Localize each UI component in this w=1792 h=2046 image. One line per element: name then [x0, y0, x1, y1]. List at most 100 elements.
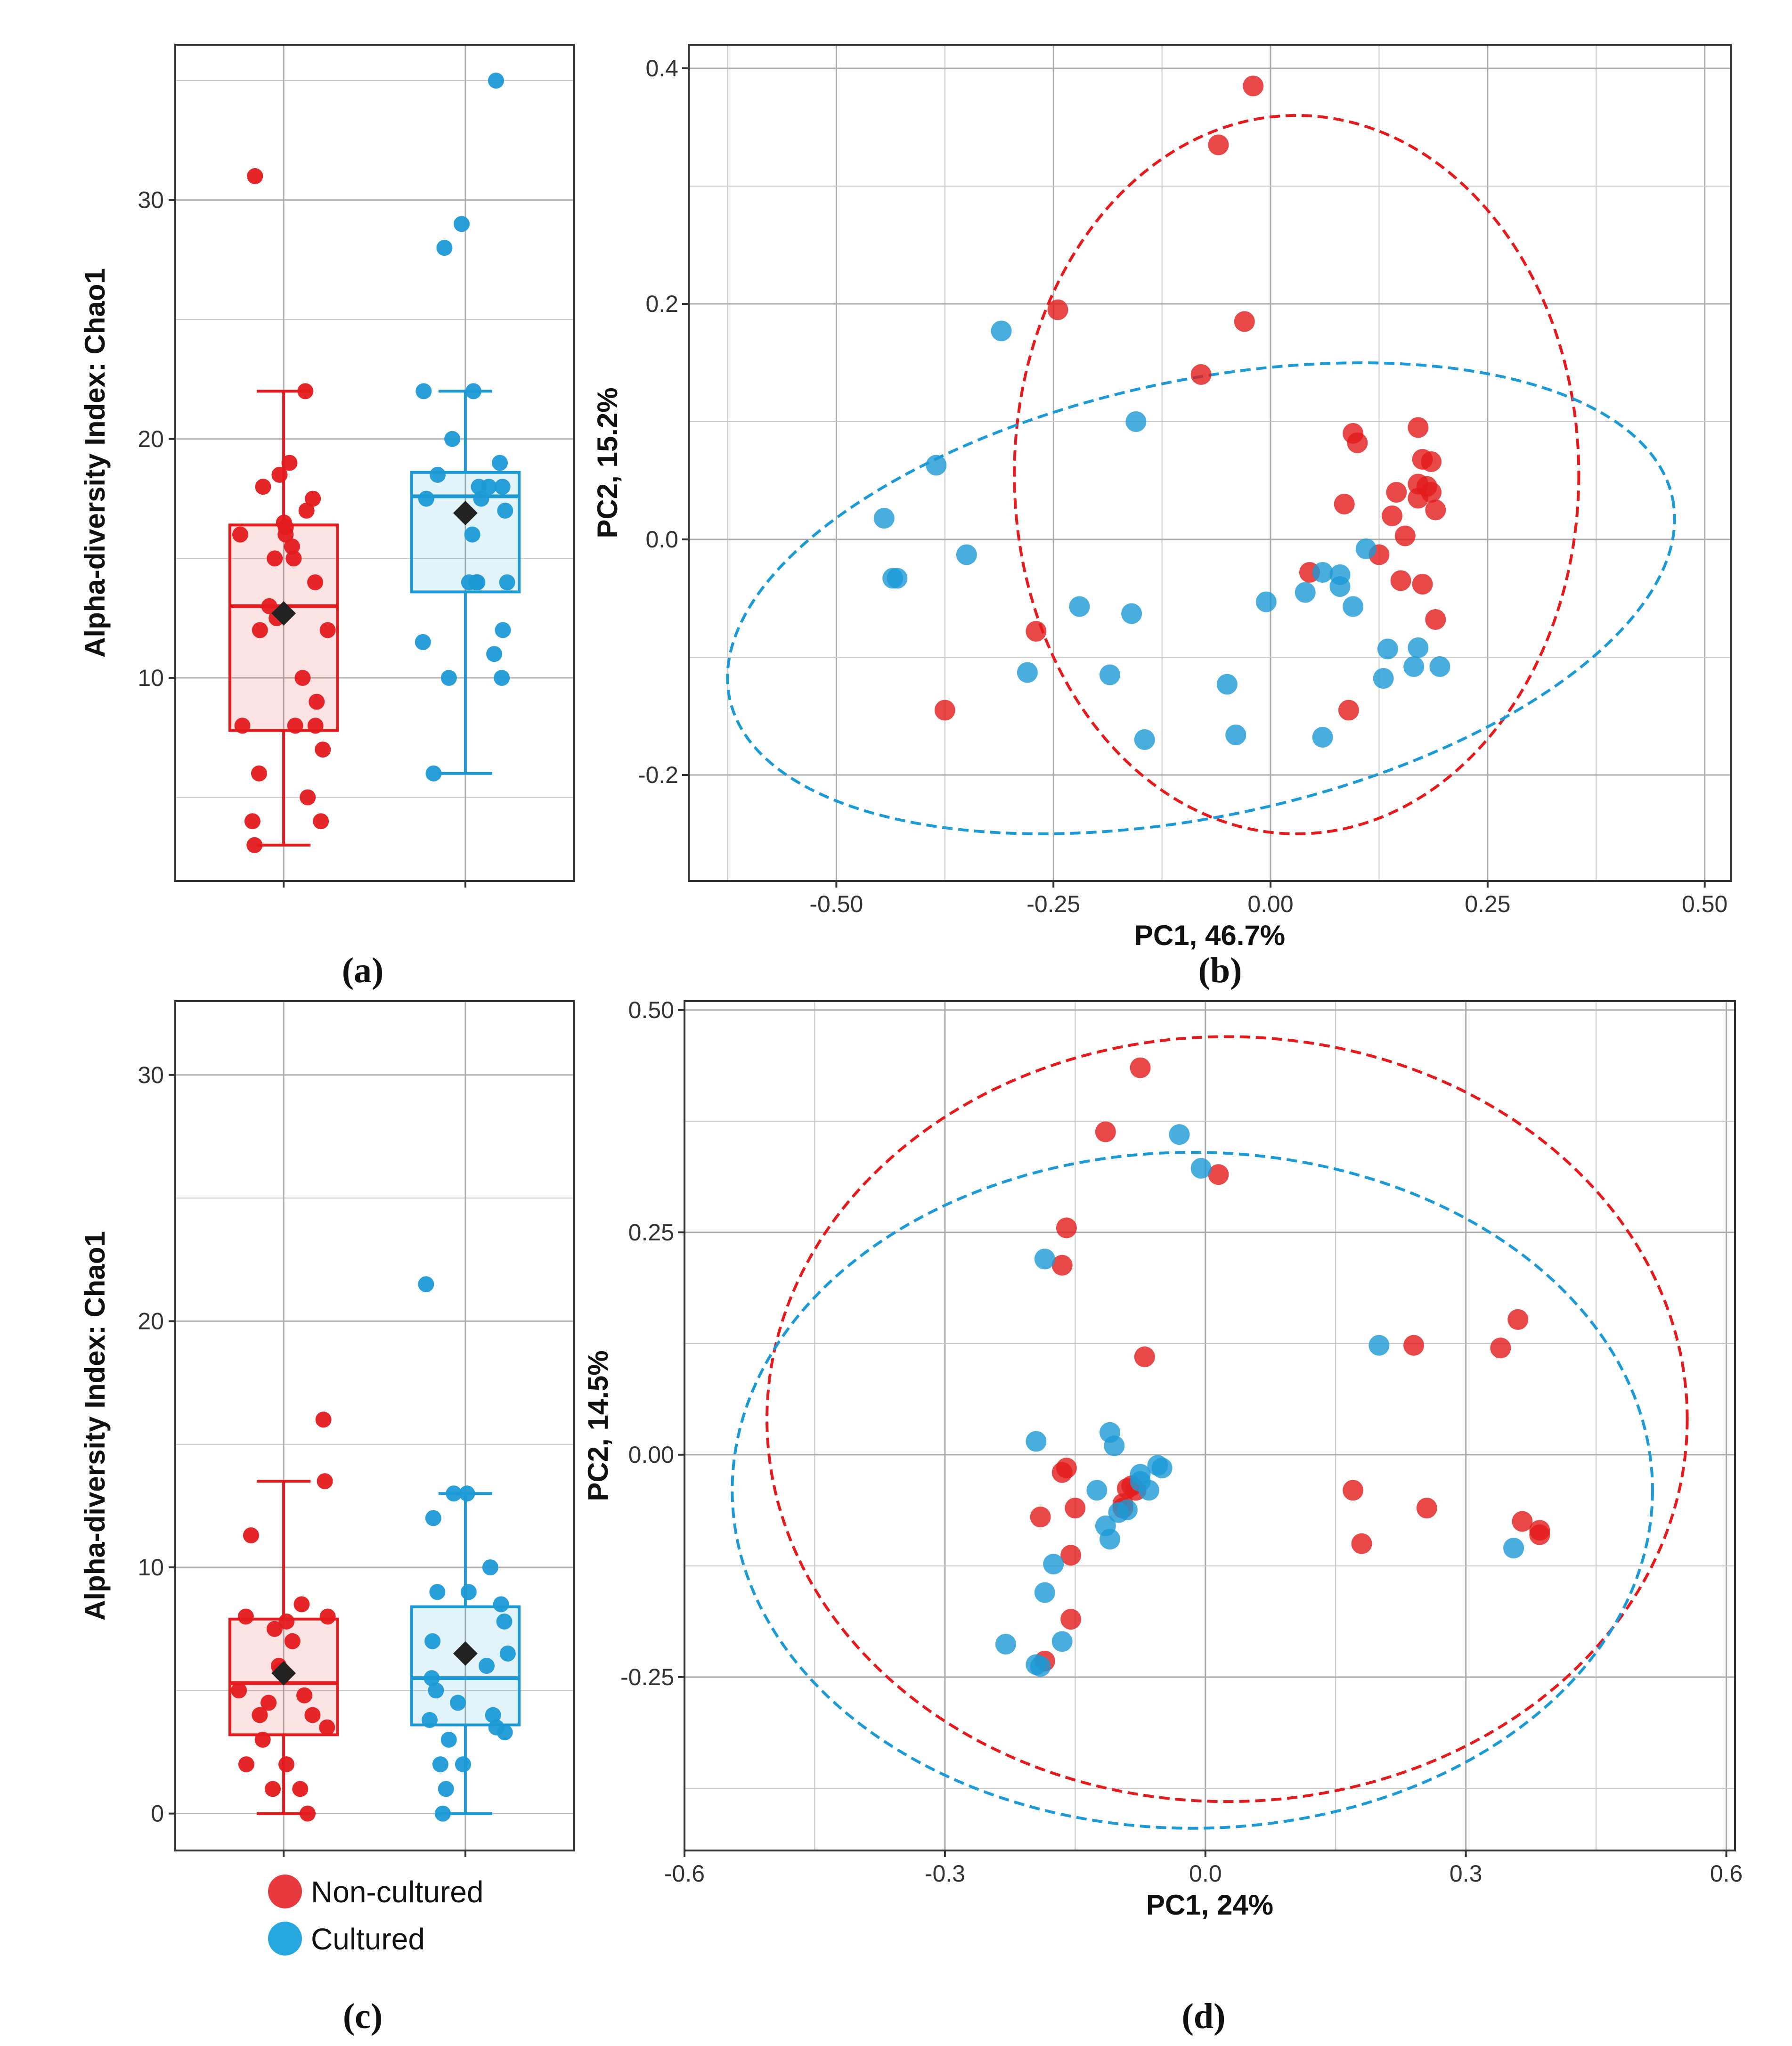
data-point-non-cultured	[300, 789, 316, 806]
data-point-cultured	[478, 1658, 495, 1674]
data-point-cultured	[430, 466, 446, 483]
x-axis-title: PC1, 24%	[1146, 1889, 1273, 1921]
data-point-non-cultured	[264, 1781, 281, 1797]
data-point-cultured	[1069, 596, 1090, 617]
data-point-cultured	[493, 1596, 509, 1613]
y-tick-label: 20	[138, 426, 164, 452]
data-point-cultured	[1030, 1656, 1051, 1677]
data-point-cultured	[1134, 729, 1155, 750]
panel-label-b: (b)	[1198, 951, 1242, 990]
data-point-non-cultured	[309, 693, 325, 710]
mean-marker-non-cultured	[271, 601, 296, 626]
x-axis-title: PC1, 46.7%	[1134, 920, 1285, 951]
plot-frame	[688, 44, 1732, 882]
data-point-non-cultured	[1386, 482, 1407, 503]
data-point-cultured	[494, 479, 511, 495]
data-point-non-cultured	[934, 700, 955, 721]
data-point-cultured	[453, 216, 470, 232]
data-point-non-cultured	[1026, 621, 1047, 642]
data-point-non-cultured	[1060, 1545, 1082, 1566]
data-point-cultured	[425, 765, 442, 782]
data-point-non-cultured	[298, 502, 315, 519]
data-point-cultured	[455, 1756, 471, 1773]
data-point-cultured	[1216, 674, 1238, 695]
data-point-cultured	[1225, 725, 1246, 745]
data-point-cultured	[499, 1645, 516, 1662]
data-point-non-cultured	[284, 538, 300, 554]
data-point-non-cultured	[1051, 1255, 1073, 1276]
data-point-non-cultured	[1208, 134, 1229, 155]
data-point-non-cultured	[278, 1756, 294, 1773]
data-point-cultured	[481, 479, 497, 495]
data-point-non-cultured	[232, 526, 248, 543]
data-point-cultured	[1403, 656, 1425, 677]
data-point-cultured	[424, 1633, 441, 1649]
data-point-cultured	[1312, 562, 1333, 583]
y-tick-label: 10	[138, 1554, 164, 1581]
data-point-non-cultured	[1351, 1533, 1372, 1554]
data-point-cultured	[1355, 538, 1377, 559]
data-point-non-cultured	[307, 717, 324, 734]
data-point-cultured	[422, 1712, 438, 1728]
data-point-cultured	[465, 383, 481, 399]
legend: Non-cultured Cultured	[268, 1875, 483, 1956]
y-tick-label: 30	[138, 187, 164, 213]
data-point-cultured	[926, 455, 947, 476]
data-point-cultured	[1190, 1157, 1212, 1179]
data-point-non-cultured	[1490, 1337, 1511, 1359]
data-point-non-cultured	[237, 1608, 254, 1625]
data-point-cultured	[1034, 1582, 1055, 1603]
panel-a-boxplot: 10 20 30 Alpha-diversity Index: Chao1	[79, 44, 575, 888]
x-tick-label: -0.50	[809, 891, 863, 917]
mean-marker-non-cultured	[271, 1661, 296, 1686]
data-point-cultured	[1373, 668, 1394, 689]
data-point-non-cultured	[1394, 525, 1416, 546]
data-point-cultured	[468, 574, 484, 591]
data-point-non-cultured	[261, 598, 277, 614]
panel-c-boxplot: 0 10 20 30 Alpha-diversity Index: Chao1	[79, 1000, 575, 1857]
data-point-non-cultured	[319, 622, 336, 638]
data-point-non-cultured	[247, 168, 263, 184]
data-point-cultured	[1408, 637, 1429, 658]
x-tick-label: 0.3	[1450, 1860, 1482, 1887]
y-tick-label: 30	[138, 1062, 164, 1088]
y-tick-label: 0.2	[645, 291, 678, 317]
data-point-non-cultured	[271, 466, 288, 483]
data-point-non-cultured	[294, 669, 311, 686]
data-point-non-cultured	[244, 813, 261, 830]
data-point-cultured	[486, 646, 503, 662]
data-point-non-cultured	[234, 717, 251, 734]
data-point-cultured	[436, 240, 453, 256]
data-point-non-cultured	[251, 765, 267, 782]
data-point-cultured	[1169, 1124, 1190, 1145]
data-point-cultured	[1100, 1529, 1121, 1550]
legend-label-non-cultured: Non-cultured	[311, 1875, 483, 1909]
data-point-cultured	[1295, 582, 1316, 603]
data-point-non-cultured	[252, 622, 268, 638]
data-point-non-cultured	[1507, 1309, 1529, 1330]
panel-b-pcoa: -0.50 -0.25 0.00 0.25 0.50 -0.2 0.0 0.2 0.4 PC1, …	[592, 44, 1732, 951]
data-point-cultured	[1138, 1480, 1159, 1501]
data-point-cultured	[1312, 727, 1333, 748]
data-point-cultured	[499, 574, 515, 591]
data-point-non-cultured	[292, 1781, 309, 1797]
data-point-non-cultured	[1425, 609, 1446, 630]
data-point-cultured	[434, 1805, 451, 1822]
x-tick-label: -0.6	[664, 1860, 705, 1887]
data-point-cultured	[1368, 1335, 1390, 1356]
legend-label-cultured: Cultured	[311, 1922, 425, 1956]
data-point-cultured	[473, 490, 489, 507]
confidence-ellipse-non-cultured	[766, 1035, 1689, 1803]
data-point-cultured	[497, 502, 513, 519]
data-point-cultured	[428, 1682, 444, 1699]
data-point-non-cultured	[254, 1731, 271, 1748]
y-tick-label: 10	[138, 665, 164, 691]
data-point-cultured	[1108, 1502, 1129, 1523]
data-point-cultured	[440, 1731, 457, 1748]
data-point-cultured	[440, 669, 457, 686]
data-point-cultured	[492, 455, 508, 471]
data-point-cultured	[494, 669, 510, 686]
data-point-non-cultured	[1060, 1609, 1082, 1630]
data-point-non-cultured	[284, 1633, 301, 1649]
y-tick-label: 0.4	[645, 55, 678, 82]
